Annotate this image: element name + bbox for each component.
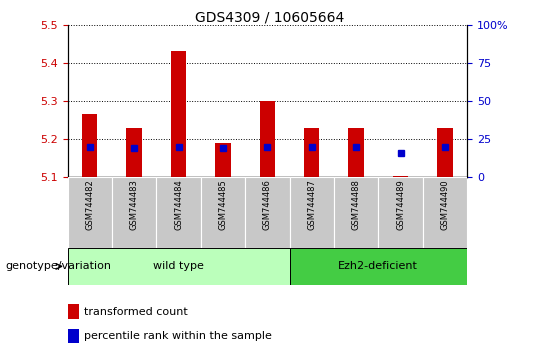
Bar <box>68 304 79 319</box>
Text: transformed count: transformed count <box>84 307 187 316</box>
Bar <box>112 177 156 248</box>
Text: GSM744482: GSM744482 <box>85 179 94 230</box>
Bar <box>68 248 289 285</box>
Bar <box>304 127 320 177</box>
Bar <box>126 127 142 177</box>
Bar <box>334 177 379 248</box>
Text: GSM744484: GSM744484 <box>174 179 183 230</box>
Bar <box>156 177 201 248</box>
Text: GSM744489: GSM744489 <box>396 179 405 230</box>
Bar <box>68 329 79 343</box>
Bar <box>171 51 186 177</box>
Bar <box>201 177 245 248</box>
Bar <box>289 248 467 285</box>
Text: GSM744485: GSM744485 <box>218 179 227 230</box>
Text: GSM744488: GSM744488 <box>352 179 361 230</box>
Bar <box>215 143 231 177</box>
Text: GSM744487: GSM744487 <box>307 179 316 230</box>
Bar <box>260 101 275 177</box>
Text: percentile rank within the sample: percentile rank within the sample <box>84 331 272 341</box>
Bar <box>423 177 467 248</box>
Text: GSM744483: GSM744483 <box>130 179 139 230</box>
Bar <box>289 177 334 248</box>
Text: genotype/variation: genotype/variation <box>5 261 111 272</box>
Text: GSM744486: GSM744486 <box>263 179 272 230</box>
Bar <box>82 114 98 177</box>
Bar <box>393 176 408 177</box>
Text: GDS4309 / 10605664: GDS4309 / 10605664 <box>195 11 345 25</box>
Text: wild type: wild type <box>153 261 204 272</box>
Bar <box>245 177 289 248</box>
Bar <box>379 177 423 248</box>
Text: GSM744490: GSM744490 <box>441 179 449 230</box>
Bar <box>68 177 112 248</box>
Text: Ezh2-deficient: Ezh2-deficient <box>339 261 418 272</box>
Bar <box>437 127 453 177</box>
Bar <box>348 127 364 177</box>
